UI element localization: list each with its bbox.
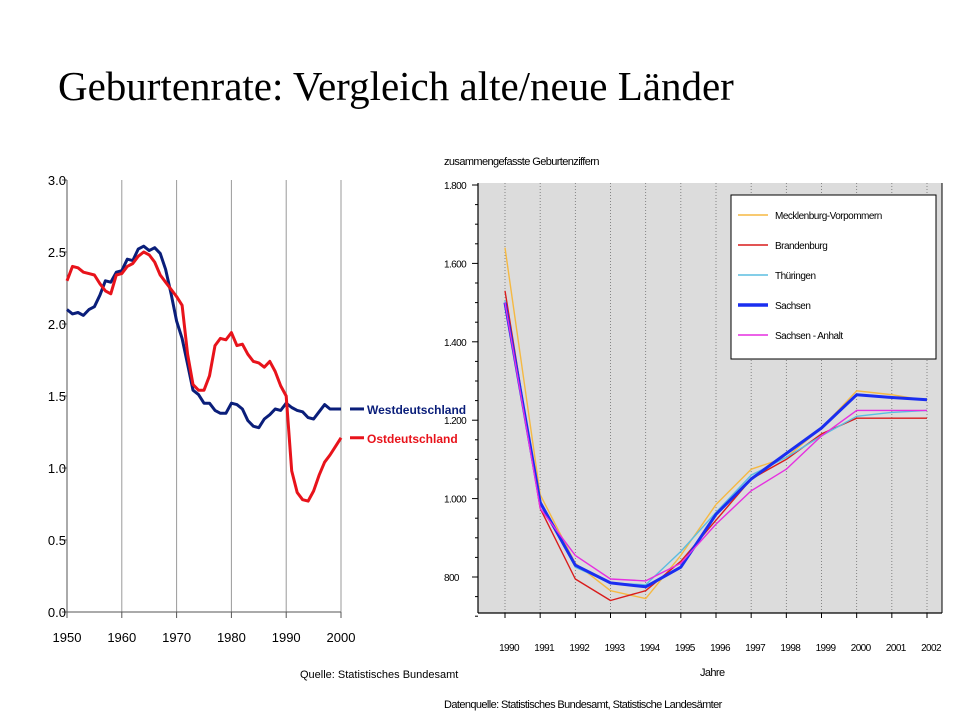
series-label-ostdeutschland: Ostdeutschland xyxy=(367,432,458,446)
right-x-tick-label: 1996 xyxy=(710,643,731,654)
right-chart-legend: Mecklenburg-Vorpommern Brandenburg Thüring… xyxy=(730,194,937,360)
right-y-tick-label: 1.600 xyxy=(444,259,467,270)
right-x-tick-label: 1991 xyxy=(534,643,555,654)
right-x-tick-label: 1990 xyxy=(499,643,520,654)
left-chart-series xyxy=(65,244,343,503)
right-y-tick-label: 1.000 xyxy=(444,495,467,506)
right-chart-x-ticks: 1990 1991 1992 1993 1994 1995 1996 1997 1998 1999… xyxy=(499,643,942,654)
legend-label-mecklenburg-vorpommern: Mecklenburg-Vorpommern xyxy=(775,211,882,222)
right-x-tick-label: 2001 xyxy=(886,643,907,654)
source-note: Quelle: Statistisches Bundesamt xyxy=(300,669,458,681)
right-x-tick-label: 1995 xyxy=(675,643,696,654)
right-chart-series xyxy=(503,247,928,602)
left-chart-x-ticks: 1950 1960 1970 1980 1990 2000 xyxy=(53,630,356,645)
right-y-tick-label: 1.400 xyxy=(444,338,467,349)
right-chart-y-ticks: 1.800 1.600 1.400 1.200 1.000 800 xyxy=(444,181,468,584)
left-chart-y-ticks: 0.0 0.5 1.0 1.5 2.0 2.5 3.0 xyxy=(48,173,66,620)
left-x-tick-label: 1970 xyxy=(162,630,191,645)
series-line-westdeutschland xyxy=(66,244,341,430)
right-x-tick-label: 1999 xyxy=(816,643,837,654)
left-x-tick-label: 1950 xyxy=(53,630,82,645)
left-y-tick-label: 1.0 xyxy=(48,461,66,476)
left-y-tick-label: 2.0 xyxy=(48,317,66,332)
right-chart-axes xyxy=(472,183,943,618)
slide-title: Geburtenrate: Vergleich alte/neue Länder xyxy=(58,63,734,109)
right-y-tick-label: 1.800 xyxy=(444,181,467,192)
legend-label-sachsen-anhalt: Sachsen - Anhalt xyxy=(775,331,843,342)
left-y-tick-label: 2.5 xyxy=(48,245,66,260)
left-chart-series-labels: Westdeutschland Ostdeutschland xyxy=(350,403,466,446)
right-legend-box xyxy=(730,194,937,360)
right-x-tick-label: 1992 xyxy=(569,643,590,654)
right-y-tick-label: 800 xyxy=(444,573,460,584)
right-x-tick-label: 2002 xyxy=(921,643,942,654)
right-x-tick-label: 1998 xyxy=(780,643,801,654)
legend-label-thueringen: Thüringen xyxy=(775,271,816,282)
left-y-tick-label: 0.0 xyxy=(48,605,66,620)
right-chart-source: Datenquelle: Statistisches Bundesamt, St… xyxy=(444,699,723,711)
left-x-tick-label: 1980 xyxy=(217,630,246,645)
left-x-tick-label: 1960 xyxy=(107,630,136,645)
left-x-tick-label: 1990 xyxy=(272,630,301,645)
right-x-tick-label: 1997 xyxy=(745,643,766,654)
right-x-tick-label: 2000 xyxy=(851,643,872,654)
right-chart-title: zusammengefasste Geburtenziffern xyxy=(444,156,599,168)
right-chart-xlabel: Jahre xyxy=(700,667,725,679)
right-x-tick-label: 1993 xyxy=(605,643,626,654)
left-chart-axes xyxy=(62,179,342,618)
series-line-brandenburg xyxy=(504,290,927,602)
left-y-tick-label: 3.0 xyxy=(48,173,66,188)
series-label-westdeutschland: Westdeutschland xyxy=(367,403,466,417)
right-x-tick-label: 1994 xyxy=(640,643,661,654)
left-x-tick-label: 2000 xyxy=(327,630,356,645)
series-line-ostdeutschland xyxy=(65,250,343,503)
series-line-sachsen xyxy=(503,302,928,589)
series-line-sachsen-anhalt xyxy=(504,302,927,582)
right-y-tick-label: 1.200 xyxy=(444,416,467,427)
legend-label-brandenburg: Brandenburg xyxy=(775,241,827,252)
left-y-tick-label: 1.5 xyxy=(48,389,66,404)
left-y-tick-label: 0.5 xyxy=(48,533,66,548)
legend-label-sachsen: Sachsen xyxy=(775,301,810,312)
